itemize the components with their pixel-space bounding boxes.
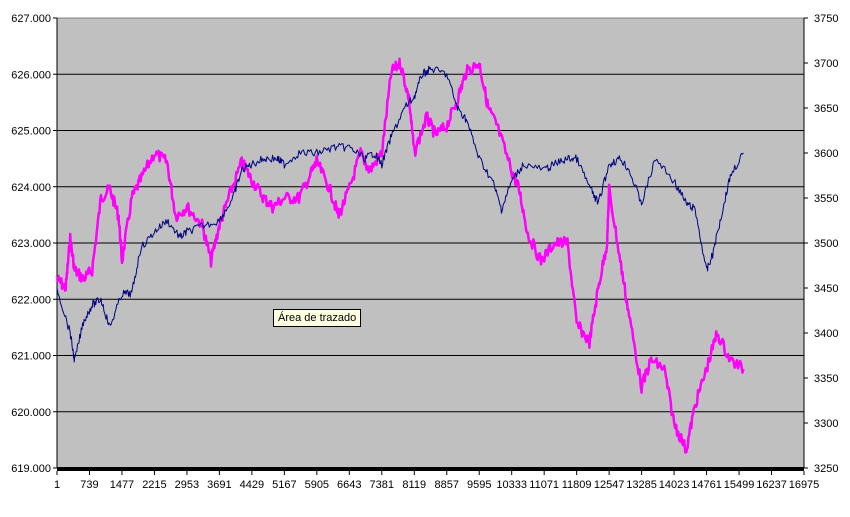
right-axis-tick-label: 3750 (814, 13, 838, 25)
x-axis-tick-label: 16237 (756, 479, 787, 491)
series-line-left-axis (56, 65, 744, 363)
x-axis-tick-label: 12547 (594, 479, 625, 491)
x-axis-tick-label: 16975 (789, 479, 820, 491)
x-axis-tick-label: 8857 (434, 479, 458, 491)
x-axis-tick-label: 6643 (337, 479, 361, 491)
x-axis-tick-label: 8119 (402, 479, 426, 491)
x-axis-tick-label: 15499 (724, 479, 755, 491)
x-axis-tick-label: 13285 (626, 479, 657, 491)
right-axis-tick-label: 3250 (814, 463, 838, 475)
x-axis-tick-label: 2953 (175, 479, 199, 491)
x-axis-tick-label: 10333 (496, 479, 527, 491)
x-axis-tick-label: 1 (54, 479, 60, 491)
series-line-right-axis (55, 57, 745, 454)
left-axis-tick-label: 622.000 (11, 294, 51, 306)
x-axis-tick-label: 4429 (240, 479, 264, 491)
x-axis-tick-label: 14761 (691, 479, 722, 491)
right-axis-tick-label: 3600 (814, 148, 838, 160)
plot-area-tooltip: Área de trazado (273, 309, 362, 327)
right-axis-tick-label: 3500 (814, 238, 838, 250)
left-axis-tick-label: 626.000 (11, 69, 51, 81)
left-axis-tick-label: 627.000 (11, 13, 51, 25)
right-axis-tick-label: 3300 (814, 418, 838, 430)
x-axis-tick-label: 11071 (529, 479, 559, 491)
right-axis-tick-label: 3650 (814, 103, 838, 115)
x-axis-tick-label: 11809 (562, 479, 592, 491)
x-axis-tick-label: 1477 (110, 479, 134, 491)
right-axis-tick-label: 3400 (814, 328, 838, 340)
right-axis-tick-label: 3450 (814, 283, 838, 295)
left-axis-tick-label: 619.000 (11, 463, 51, 475)
right-axis-tick-label: 3350 (814, 373, 838, 385)
right-axis-tick-label: 3700 (814, 58, 838, 70)
left-axis-tick-label: 625.000 (11, 126, 51, 138)
x-axis-tick-label: 3691 (207, 479, 231, 491)
left-axis-tick-label: 620.000 (11, 407, 51, 419)
left-axis-tick-label: 621.000 (11, 351, 51, 363)
x-axis-tick-label: 14023 (659, 479, 690, 491)
right-axis-tick-label: 3550 (814, 193, 838, 205)
x-axis-tick-label: 9595 (467, 479, 491, 491)
x-axis-line (57, 467, 804, 471)
x-axis-tick-label: 5905 (305, 479, 329, 491)
x-axis-tick-label: 739 (80, 479, 98, 491)
x-axis-tick-label: 2215 (142, 479, 166, 491)
left-axis-tick-label: 623.000 (11, 238, 51, 250)
x-axis-tick-label: 7381 (370, 479, 394, 491)
left-axis-tick-label: 624.000 (11, 182, 51, 194)
x-axis-tick-label: 5167 (272, 479, 296, 491)
